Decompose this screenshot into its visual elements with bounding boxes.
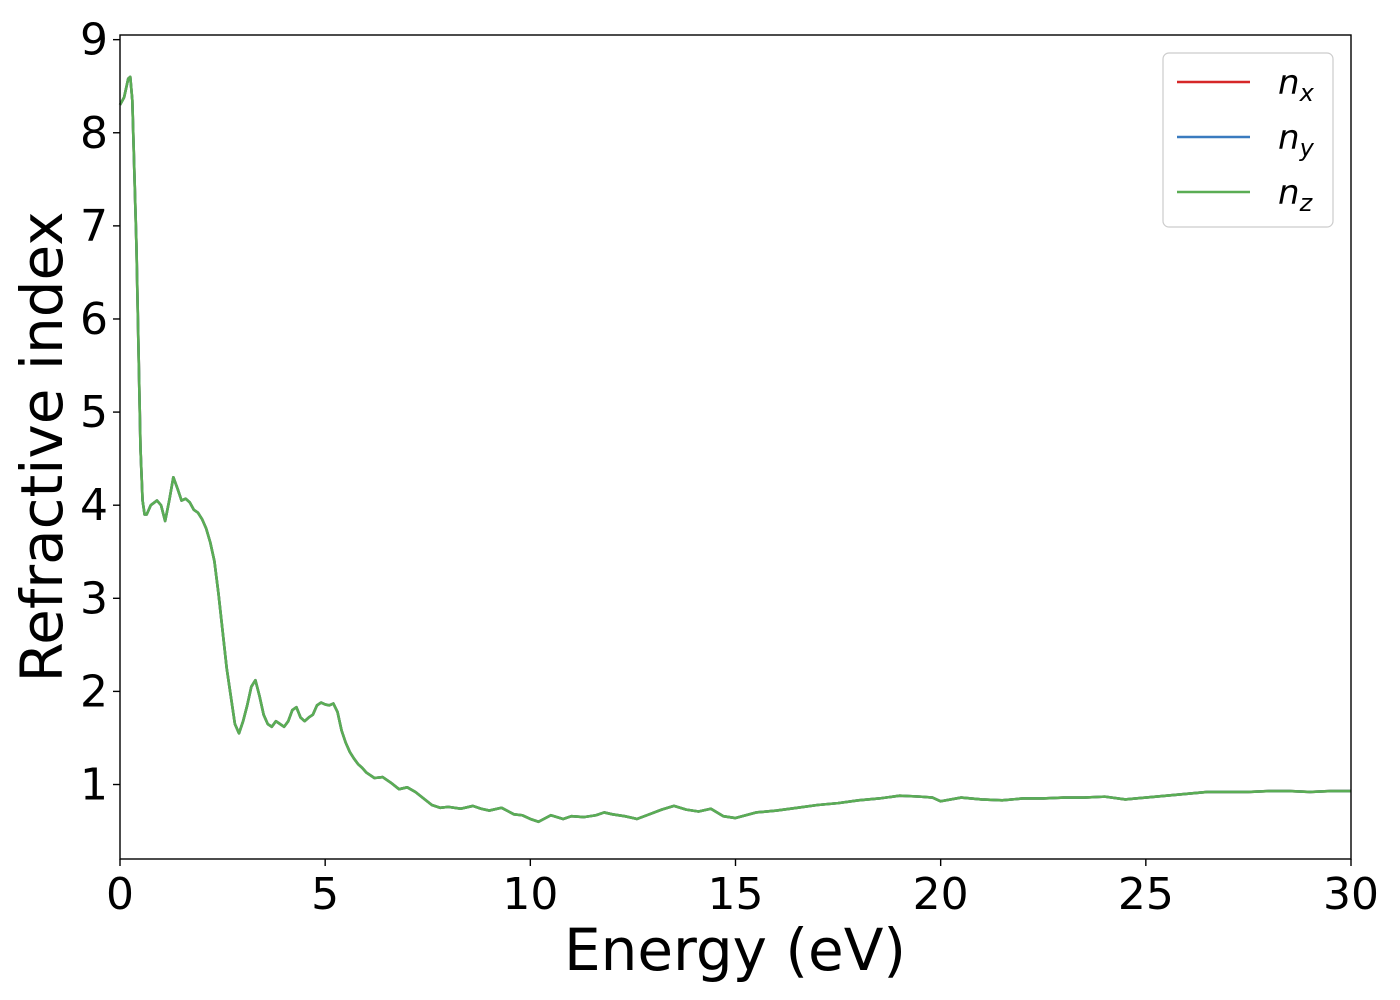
- legend-label-nz: nz: [1278, 173, 1314, 217]
- x-tick-label: 15: [708, 869, 764, 920]
- y-axis-title: Refractive index: [8, 211, 76, 682]
- x-axis-title: Energy (eV): [564, 916, 906, 984]
- y-tick-label: 8: [80, 108, 108, 159]
- y-tick-label: 5: [80, 387, 108, 438]
- legend-label-ny: ny: [1278, 118, 1315, 162]
- series-line-nz: [118, 75, 1351, 824]
- x-axis-ticks: 0 5 10 15 20 25 30: [106, 859, 1379, 920]
- y-tick-label: 7: [80, 201, 108, 252]
- x-tick-label: 20: [913, 869, 969, 920]
- x-tick-label: 25: [1118, 869, 1174, 920]
- legend-label-nx: nx: [1278, 63, 1315, 107]
- legend-entries: nx ny nz: [1177, 63, 1315, 217]
- y-tick-label: 3: [80, 573, 108, 624]
- y-tick-label: 1: [80, 760, 108, 811]
- series-layer: [118, 75, 1351, 824]
- y-tick-label: 9: [80, 15, 108, 66]
- y-tick-label: 6: [80, 294, 108, 345]
- x-tick-label: 30: [1323, 869, 1379, 920]
- x-tick-label: 5: [311, 869, 339, 920]
- x-tick-label: 10: [502, 869, 558, 920]
- legend: nx ny nz: [1162, 52, 1334, 228]
- y-tick-label: 4: [80, 480, 108, 531]
- legend-box: [1162, 52, 1334, 228]
- y-tick-label: 2: [80, 666, 108, 717]
- plot-background: [120, 35, 1351, 859]
- x-tick-label: 0: [106, 869, 134, 920]
- y-axis-ticks: 1 2 3 4 5 6 7 8 9: [80, 15, 120, 811]
